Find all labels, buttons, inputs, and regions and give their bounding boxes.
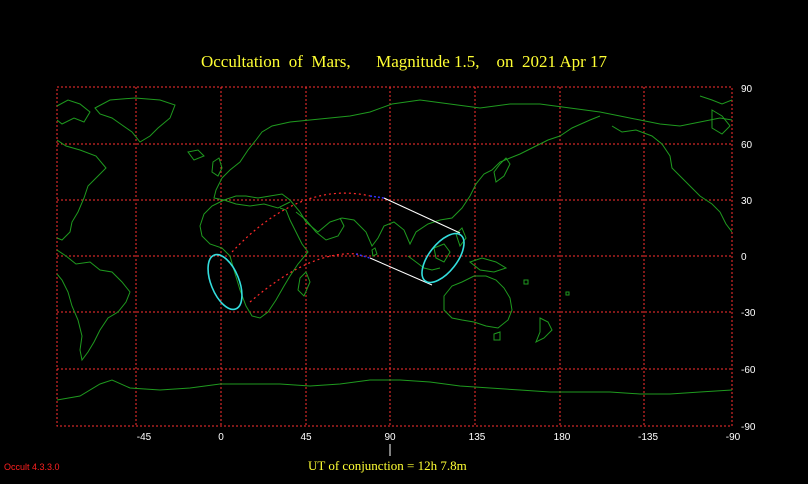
eurasia-north-coast xyxy=(221,99,732,179)
lat-tick-label: 90 xyxy=(741,84,753,95)
tasmania-coast xyxy=(493,331,501,341)
sumatra-java-coast xyxy=(407,255,441,271)
greenland-coast xyxy=(94,97,176,143)
alaska-west-coast xyxy=(611,125,732,233)
end-visibility-ellipse xyxy=(421,232,465,284)
southern-limit-twilight xyxy=(355,253,371,259)
new-guinea-coast xyxy=(468,257,508,273)
japan-coast xyxy=(493,157,511,183)
map-frame xyxy=(56,86,733,427)
sri-lanka-coast xyxy=(371,247,378,257)
arctic-coast-right xyxy=(699,95,732,105)
lon-tick-label: -90 xyxy=(726,432,741,443)
arctic-island-right xyxy=(711,109,731,135)
lon-tick-label: 180 xyxy=(554,432,571,443)
pacific-island-coast xyxy=(565,291,570,296)
eurasia-south-coast xyxy=(213,135,561,247)
lon-tick-label: 90 xyxy=(384,432,396,443)
lat-tick-label: 0 xyxy=(741,252,747,263)
far-east-coast xyxy=(559,115,601,137)
map-title: Occultation of Mars, Magnitude 1.5, on 2… xyxy=(200,52,608,71)
northern-limit-day xyxy=(383,197,461,234)
lon-tick-label: -45 xyxy=(137,432,152,443)
lat-tick-label: 30 xyxy=(741,196,753,207)
conjunction-time-label: UT of conjunction = 12h 7.8m xyxy=(308,458,467,473)
version-label: Occult 4.3.3.0 xyxy=(4,462,60,472)
northern-limit-twilight xyxy=(369,195,385,199)
mediterranean-coast xyxy=(223,199,291,209)
lat-tick-label: -30 xyxy=(741,308,756,319)
southern-limit-night xyxy=(249,253,359,303)
pacific-island-coast xyxy=(523,279,529,285)
start-visibility-ellipse xyxy=(207,253,243,311)
lon-tick-label: -135 xyxy=(638,432,658,443)
lon-tick-label: 45 xyxy=(300,432,312,443)
iceland-coast xyxy=(187,149,205,161)
arabia-coast xyxy=(295,211,345,241)
graticule xyxy=(57,87,732,426)
africa-coast xyxy=(199,199,309,319)
lat-tick-label: -90 xyxy=(741,422,756,433)
southern-limit-day xyxy=(369,257,433,286)
antarctica-coast xyxy=(57,379,732,401)
lat-tick-label: -60 xyxy=(741,365,756,376)
madagascar-coast xyxy=(297,271,311,297)
arctic-islands-coast xyxy=(57,99,91,125)
lon-tick-label: 135 xyxy=(469,432,486,443)
occultation-paths xyxy=(207,192,465,311)
new-zealand-coast xyxy=(535,317,553,344)
south-america-coast xyxy=(57,249,131,362)
northern-limit-night xyxy=(231,192,371,253)
lat-tick-label: 60 xyxy=(741,140,753,151)
philippines-coast xyxy=(455,227,467,248)
coastlines xyxy=(57,95,732,401)
borneo-coast xyxy=(433,243,451,263)
australia-coast xyxy=(443,275,513,329)
north-america-coast xyxy=(57,139,107,241)
lon-tick-label: 0 xyxy=(218,432,224,443)
british-isles-coast xyxy=(211,157,223,177)
